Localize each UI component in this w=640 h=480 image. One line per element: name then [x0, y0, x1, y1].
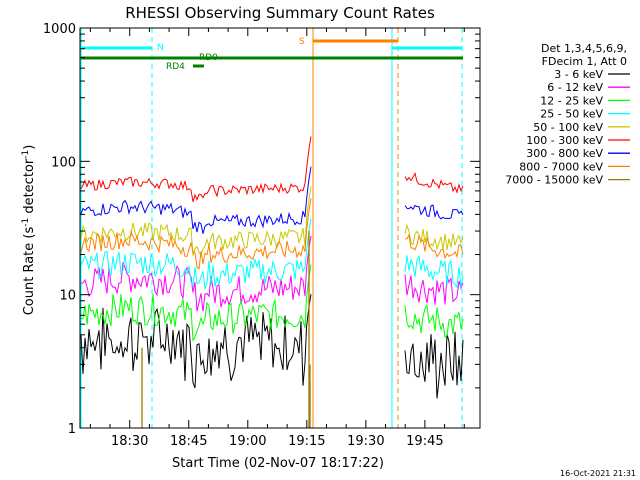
series-line-1-seg1: [404, 274, 464, 305]
legend-entry-label: 300 - 800 keV: [526, 147, 603, 160]
y-axis-label-end: ): [22, 145, 37, 150]
series-line-1-seg0: [80, 235, 312, 312]
chart-title: RHESSI Observing Summary Count Rates: [125, 4, 435, 22]
flag-label-s: S: [299, 37, 305, 47]
legend-entry-label: 7000 - 15000 keV: [505, 174, 603, 187]
y-axis-label-mid: detector: [22, 158, 37, 218]
series-line-6-seg0: [80, 166, 312, 234]
series-line-6-seg1: [404, 204, 464, 220]
x-tick-label: 19:45: [406, 434, 443, 449]
series-line-3-seg0: [80, 218, 312, 290]
y-tick-label: 10: [59, 289, 76, 304]
generation-timestamp: 16-Oct-2021 21:31: [560, 469, 636, 478]
series-line-2-seg0: [80, 264, 312, 342]
series-line-4-seg0: [80, 186, 312, 256]
axis-layer: 18:30 18:45 19:00 19:15 19:30 19:45 1 10 100 1000: [43, 22, 480, 449]
legend: Det 1,3,4,5,6,9,FDecim 1, Att 03 - 6 keV…: [505, 42, 630, 187]
flag-label-rd0: RD0: [199, 53, 218, 63]
x-tick-label: 18:45: [170, 434, 207, 449]
series-line-5-seg1: [404, 171, 464, 194]
legend-entry-label: 800 - 7000 keV: [519, 160, 603, 173]
legend-header-line: Det 1,3,4,5,6,9,: [541, 42, 627, 55]
legend-entry-label: 100 - 300 keV: [526, 134, 603, 147]
x-tick-label: 18:30: [111, 434, 148, 449]
legend-entry-label: 50 - 100 keV: [533, 121, 603, 134]
x-tick-label: 19:00: [229, 434, 266, 449]
series-line-0-seg0: [80, 294, 312, 389]
legend-header-line: FDecim 1, Att 0: [542, 55, 627, 68]
observing-status-layer: N S RD0 RD4: [80, 28, 463, 428]
series-line-7-seg0: [80, 198, 312, 270]
y-axis-label-main: Count Rate (s: [22, 227, 37, 316]
legend-entry-label: 25 - 50 keV: [540, 108, 603, 121]
plot-frame: [79, 27, 481, 429]
series-line-7-seg1: [405, 233, 464, 260]
x-axis-label: Start Time (02-Nov-07 18:17:22): [172, 456, 384, 471]
x-tick-label: 19:30: [347, 434, 384, 449]
y-axis-label: Count Rate (s-1 detector-1): [21, 145, 37, 316]
legend-entry-label: 3 - 6 keV: [554, 68, 603, 81]
x-tick-label: 19:15: [288, 434, 325, 449]
y-tick-label: 1: [68, 422, 76, 437]
y-axis-label-exp1: -1: [21, 218, 31, 227]
legend-entry-label: 12 - 25 keV: [540, 94, 603, 107]
flag-label-n: N: [157, 43, 164, 53]
legend-entry-label: 6 - 12 keV: [547, 81, 603, 94]
y-axis-label-exp2: -1: [21, 150, 31, 159]
series-line-3-seg1: [404, 254, 464, 289]
series-layer: [80, 136, 464, 428]
y-tick-label: 1000: [43, 22, 76, 37]
y-tick-label: 100: [51, 155, 76, 170]
flag-label-rd4: RD4: [166, 62, 185, 72]
series-line-0-seg1: [404, 331, 464, 399]
series-line-5-seg0: [80, 136, 312, 202]
series-line-2-seg1: [404, 303, 464, 338]
series-line-4-seg1: [404, 223, 464, 251]
